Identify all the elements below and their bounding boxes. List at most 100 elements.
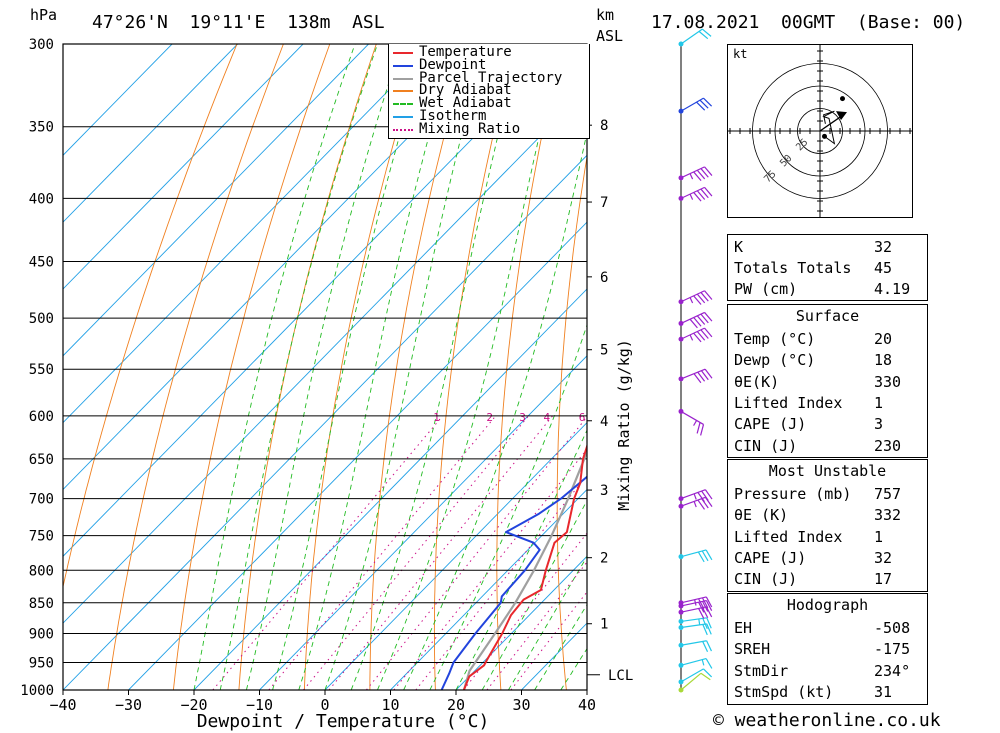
km-label: km — [596, 6, 615, 24]
legend-swatch — [393, 103, 413, 106]
mixing-ratio-label: 1 — [433, 411, 440, 424]
hodo-title: Hodograph — [786, 596, 869, 614]
mixing-ratio-label: 6 — [579, 411, 586, 424]
mu-cape-label: CAPE (J) — [734, 549, 807, 567]
legend-label: Mixing Ratio — [419, 120, 521, 137]
isotherm-line — [259, 355, 587, 690]
copyright-link[interactable]: © weatheronline.co.uk — [713, 710, 941, 731]
isotherm-line — [63, 87, 587, 624]
mu-li-value: 1 — [874, 528, 884, 546]
wind-barb — [678, 549, 713, 563]
temperature-tick-label: 30 — [512, 696, 530, 714]
surface-temp-label: Temp (°C) — [734, 330, 816, 348]
temperature-tick-label: 40 — [578, 696, 596, 714]
temperature-tick-label: 0 — [320, 696, 329, 714]
totals-totals-value: 45 — [874, 259, 893, 277]
hodograph-trace — [822, 110, 836, 145]
storm-motion-arrow — [819, 114, 844, 132]
mixing-ratio-line — [303, 415, 529, 690]
pressure-tick-label: 550 — [29, 362, 54, 378]
wet-adiabat-line — [298, 44, 456, 690]
wind-barb — [678, 606, 713, 619]
isotherm-line — [63, 44, 435, 424]
plot-frame — [62, 43, 588, 691]
sreh-label: SREH — [734, 640, 771, 658]
isotherm-line — [324, 422, 587, 690]
wind-barb — [678, 186, 713, 202]
wind-barb — [678, 617, 712, 630]
dry-adiabat-line — [672, 44, 701, 690]
hodograph-stats-panel: Hodograph EH -508 SREH -175 StmDir 234° Stm… — [727, 593, 928, 705]
legend-label: Isotherm — [419, 108, 487, 124]
mixing-ratio-line — [365, 416, 587, 690]
pressure-tick-label: 300 — [29, 37, 54, 53]
wind-barb — [678, 327, 713, 343]
mixing-ratio-line — [328, 415, 553, 690]
temperature-tick-label: −20 — [180, 696, 207, 714]
totals-totals-label: Totals Totals — [734, 259, 852, 277]
mixing-ratio-axis-title: Mixing Ratio (g/kg) — [615, 339, 633, 511]
k-index-value: 32 — [874, 238, 893, 256]
wind-barb — [678, 28, 712, 47]
stmdir-label: StmDir — [734, 662, 789, 680]
pressure-tick-label: 350 — [29, 120, 54, 136]
wind-barb — [678, 623, 712, 636]
pressure-tick-label: 850 — [29, 596, 54, 612]
wind-barb — [678, 668, 713, 685]
legend-label: Wet Adiabat — [419, 95, 512, 112]
wet-adiabat-line — [272, 44, 428, 690]
mu-theta-label: θE (K) — [734, 506, 789, 524]
legend-item: Mixing Ratio — [391, 120, 587, 137]
isotherm-line — [63, 44, 173, 156]
wind-barb — [678, 311, 713, 329]
stmdir-value: 234° — [874, 662, 911, 680]
pressure-tick-label: 400 — [29, 191, 54, 207]
pressure-tick-label: 600 — [29, 409, 54, 425]
temperature-tick-label: 10 — [381, 696, 399, 714]
legend-item: Parcel Trajectory — [391, 71, 587, 85]
surface-theta-label: θE(K) — [734, 373, 780, 391]
pressure-tick-label: 500 — [29, 311, 54, 327]
mixing-ratio-line — [268, 415, 497, 690]
surface-li-value: 1 — [874, 394, 884, 412]
location-title: 47°26'N 19°11'E 138m ASL — [92, 12, 385, 33]
pressure-tick-label: 650 — [29, 452, 54, 468]
km-tick-label: 6 — [600, 270, 608, 286]
mixing-ratio-label: 2 — [486, 411, 493, 424]
temperature-tick-label: −30 — [115, 696, 142, 714]
mixing-ratio-label: 3 — [519, 411, 526, 424]
mixing-ratio-line — [393, 448, 587, 690]
mixing-ratio-label: 16 — [667, 411, 680, 424]
wet-adiabat-line — [193, 44, 356, 690]
wind-barb — [678, 408, 705, 436]
km-tick-label: 4 — [600, 414, 608, 430]
legend-label: Dewpoint — [419, 56, 487, 73]
surface-cin-label: CIN (J) — [734, 437, 798, 455]
sreh-value: -175 — [874, 640, 911, 658]
most-unstable-panel: Most Unstable Pressure (mb) 757 θE (K) 332… — [727, 459, 928, 592]
isotherm-line — [63, 44, 566, 557]
mu-title: Most Unstable — [768, 462, 887, 480]
km-tick-label: 3 — [600, 483, 608, 499]
surface-title: Surface — [795, 307, 860, 325]
hpa-label: hPa — [30, 6, 58, 24]
wind-barb — [678, 166, 713, 182]
mu-li-label: Lifted Index — [734, 528, 843, 546]
parcel-trajectory-line — [462, 448, 587, 690]
legend-swatch — [393, 64, 413, 67]
wind-barb — [678, 97, 713, 114]
wind-barb — [678, 596, 713, 610]
eh-label: EH — [734, 619, 753, 637]
pressure-tick-label: 950 — [29, 655, 54, 671]
pressure-tick-label: 450 — [29, 255, 54, 271]
wind-barb — [678, 489, 713, 503]
temperature-line — [462, 443, 587, 690]
stmspd-label: StmSpd (kt) — [734, 683, 834, 701]
isotherm-line — [63, 44, 369, 357]
hodograph-unit: kt — [733, 47, 747, 61]
surface-cin-value: 230 — [874, 437, 902, 455]
surface-dewp-label: Dewp (°C) — [734, 351, 816, 369]
dry-adiabat-line — [556, 154, 587, 690]
